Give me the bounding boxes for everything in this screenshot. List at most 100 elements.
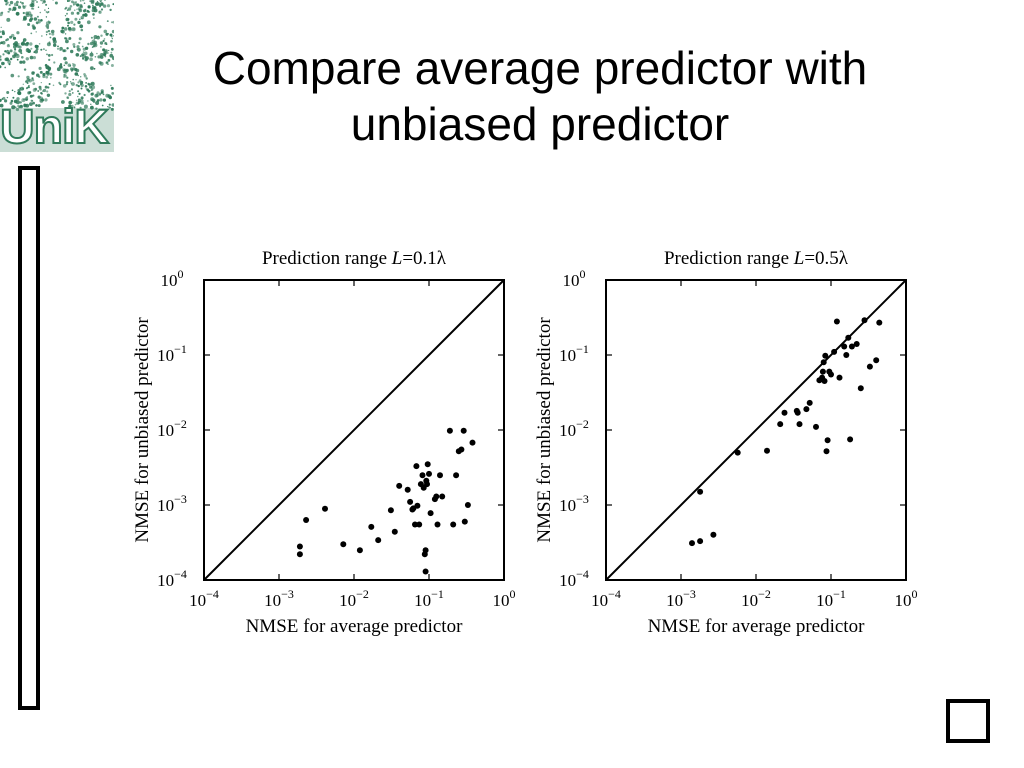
chart-title-value: =0.5λ [804, 248, 848, 269]
logo-speckle [48, 21, 51, 24]
logo-speckle [27, 49, 31, 53]
y-tick-base: 10 [157, 421, 174, 440]
logo-speckle [109, 33, 113, 37]
logo-speckle [106, 52, 109, 54]
logo-speckle [69, 5, 73, 8]
logo-speckle [25, 5, 27, 7]
chart-title-value: =0.1λ [402, 248, 446, 269]
chart-left-svg: Prediction range L=0.1λ10−410−410−310−31… [132, 248, 516, 637]
logo-speckle [88, 83, 91, 86]
logo-speckle [83, 93, 86, 97]
logo-speckle [82, 51, 85, 53]
data-point [853, 341, 860, 347]
logo-speckle [40, 82, 42, 84]
logo-speckle [58, 64, 63, 69]
logo-speckle [51, 53, 54, 57]
logo-speckle [14, 48, 17, 51]
logo-speckle [110, 47, 114, 51]
logo-speckle [35, 0, 37, 2]
data-point [464, 502, 471, 508]
logo-speckle [57, 45, 59, 48]
x-tick-base: 10 [414, 591, 431, 610]
chart-title-prefix: Prediction range [262, 248, 392, 269]
chart-right: Prediction range L=0.5λ 10−4 10−4 10−3 10−3 1… [534, 236, 934, 646]
y-tick-base: 10 [563, 271, 580, 290]
logo-speckle [53, 61, 56, 64]
logo-speckle [28, 78, 32, 83]
logo-speckle [42, 0, 46, 4]
data-point [426, 470, 432, 477]
logo-speckle [0, 35, 3, 39]
data-point [416, 521, 423, 528]
logo-speckle [30, 32, 33, 35]
logo-speckle [25, 57, 29, 61]
data-point [387, 507, 394, 514]
logo-speckle [0, 103, 4, 108]
logo-speckle [96, 52, 98, 55]
logo-speckle [20, 42, 23, 45]
data-point [820, 359, 827, 366]
logo-speckle [49, 76, 52, 79]
logo-speckle [38, 66, 42, 70]
logo-speckle [102, 93, 105, 96]
logo-speckle [9, 0, 14, 5]
logo-speckle [67, 18, 70, 21]
logo-speckle [17, 75, 20, 78]
logo-speckle [91, 46, 94, 48]
logo-speckle [79, 24, 84, 29]
data-point [845, 334, 852, 341]
logo-speckle [37, 90, 40, 92]
logo-speckle [28, 86, 30, 89]
x-axis-label: NMSE for average predictor [648, 616, 866, 637]
data-point [439, 493, 446, 500]
chart-title: Prediction range L=0.5λ [664, 248, 849, 269]
logo-speckle [8, 63, 11, 66]
logo-speckle [45, 34, 48, 36]
logo-speckle [110, 21, 113, 24]
x-axis-label: NMSE for average predictor [246, 616, 464, 637]
logo-speckle [92, 6, 96, 10]
logo-speckle [79, 0, 82, 2]
x-tick-exponent: −4 [608, 587, 621, 601]
x-tick-exponent: −4 [206, 587, 219, 601]
data-point [794, 409, 801, 416]
logo-speckle [76, 8, 78, 10]
logo-speckle [75, 101, 79, 105]
y-tick-exponent: 0 [580, 267, 586, 281]
x-tick-base: 10 [741, 591, 758, 610]
y-tick-base: 10 [161, 271, 178, 290]
logo-speckle [78, 41, 81, 45]
logo-speckle [99, 55, 104, 59]
logo-speckle [2, 53, 5, 56]
logo-speckle [59, 46, 63, 51]
logo-speckle [104, 0, 106, 1]
x-tick-base: 10 [666, 591, 683, 610]
logo-speckle [107, 106, 109, 108]
logo-speckle [46, 93, 51, 98]
logo-speckle [27, 91, 31, 95]
page-title: Compare average predictor with unbiased … [212, 42, 868, 150]
logo-speckle [62, 68, 66, 72]
logo-speckle [100, 2, 104, 6]
logo-speckle [99, 98, 103, 102]
data-point [419, 472, 426, 479]
data-point [433, 493, 440, 500]
logo-speckle [19, 1, 22, 4]
data-point [821, 378, 828, 384]
logo-speckle [74, 72, 79, 76]
logo-speckle [49, 36, 52, 39]
logo-speckle [92, 4, 94, 7]
logo-speckle [96, 2, 100, 6]
logo-speckle [75, 79, 77, 81]
logo-speckle [18, 48, 23, 53]
logo-speckle [35, 31, 37, 33]
logo-speckle [14, 91, 16, 93]
logo-speckle [40, 0, 43, 2]
logo-speckle [80, 28, 84, 32]
logo-speckle [0, 12, 3, 17]
data-point [434, 521, 441, 528]
logo-speckle [42, 72, 46, 76]
x-tick-exponent: 0 [912, 587, 918, 601]
logo-speckle [100, 0, 102, 3]
logo-speckle [46, 53, 48, 56]
